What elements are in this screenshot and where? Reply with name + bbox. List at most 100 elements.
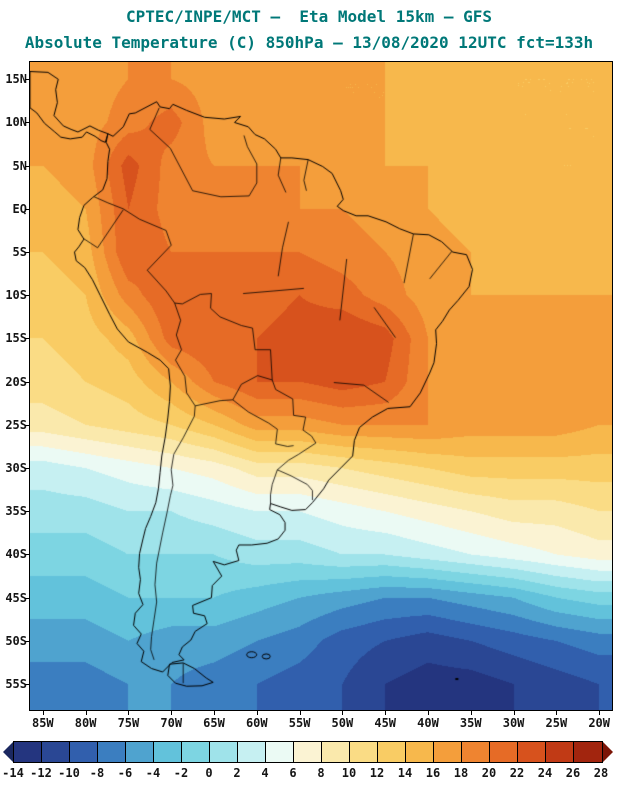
colorbar-cell [98,742,126,762]
colorbar-cell [70,742,98,762]
lat-axis-label: 20S [5,374,27,389]
colorbar-tick-label: 4 [261,766,269,780]
colorbar-cell [238,742,266,762]
map-canvas [30,62,612,710]
map-plot-border [29,61,613,711]
lat-axis-label: 30S [5,461,27,476]
colorbar-cell [182,742,210,762]
colorbar-cell [14,742,42,762]
lon-axis-label: 50W [331,716,354,730]
colorbar-tick-label: -8 [89,766,105,780]
lon-axis-label: 65W [203,716,225,730]
colorbar-tick-label: 12 [369,766,385,780]
colorbar-cell [518,742,546,762]
lat-tick [25,468,29,470]
lat-tick [25,684,29,686]
lat-axis-label: 45S [5,590,27,605]
colorbar-cell [294,742,322,762]
lat-axis-label: 5N [12,158,27,173]
lat-tick [25,381,29,383]
colorbar-tick-label: -12 [30,766,52,780]
lon-axis-label: 20W [588,716,610,730]
colorbar-cell [126,742,154,762]
colorbar-cell [42,742,70,762]
colorbar-cell [546,742,574,762]
lat-axis-label: 15S [5,331,27,346]
colorbar-tick-label: 22 [509,766,525,780]
lon-axis-label: 30W [502,716,525,730]
lon-tick [427,711,429,715]
colorbar-tick-label: 18 [453,766,469,780]
colorbar-tick-label: 28 [593,766,609,780]
colorbar-tick-label: 6 [289,766,297,780]
lon-axis-label: 35W [459,716,482,730]
colorbar-cell [210,742,238,762]
colorbar-tick-label: 20 [481,766,497,780]
colorbar-under-arrow [3,742,13,762]
colorbar-cell [490,742,518,762]
temperature-colorbar [3,741,613,763]
colorbar-tick-label: 2 [233,766,241,780]
colorbar-tick-label: 0 [205,766,213,780]
colorbar-cell [154,742,182,762]
colorbar-tick-label: -4 [145,766,161,780]
lat-tick [25,640,29,642]
page-subtitle: Absolute Temperature (C) 850hPa — 13/08/… [24,33,594,52]
lat-tick [25,208,29,210]
lon-tick [171,711,173,715]
lon-tick [556,711,558,715]
colorbar-tick-label: 10 [341,766,357,780]
colorbar-cell [350,742,378,762]
colorbar-cells [13,741,603,763]
colorbar-cell [378,742,406,762]
lat-tick [25,122,29,124]
lon-axis-label: 75W [117,716,140,730]
colorbar-tick-label: 14 [397,766,413,780]
lon-axis-label: 55W [288,716,311,730]
lat-axis-label: 5S [12,245,27,260]
colorbar-cell [574,742,602,762]
lon-axis-label: 80W [74,716,97,730]
lat-axis-label: 55S [5,677,27,692]
lon-tick [128,711,130,715]
lon-axis-label: 45W [374,716,397,730]
colorbar-cell [322,742,350,762]
lat-axis-label: 35S [5,504,27,519]
lat-axis-label: 25S [5,417,27,432]
colorbar-cell [406,742,434,762]
colorbar-tick-label: -14 [2,766,24,780]
lon-axis-label: 60W [245,716,268,730]
lon-tick [256,711,258,715]
lon-tick [599,711,601,715]
lat-tick [25,338,29,340]
colorbar-cell [462,742,490,762]
lon-axis-label: 70W [160,716,183,730]
colorbar-cell [266,742,294,762]
lat-tick [25,511,29,513]
colorbar-tick-label: -10 [58,766,80,780]
lon-tick [85,711,87,715]
colorbar-over-arrow [603,742,613,762]
lon-tick [342,711,344,715]
lat-tick [25,79,29,81]
lon-axis-label: 25W [545,716,568,730]
lat-tick [25,424,29,426]
lat-tick [25,165,29,167]
lat-axis-label: 50S [5,633,27,648]
colorbar-cell [434,742,462,762]
colorbar-tick-label: -2 [173,766,189,780]
lat-tick [25,597,29,599]
lat-axis-label: EQ [12,201,27,216]
lat-axis-label: 15N [5,72,27,87]
lat-axis-label: 10N [5,115,27,130]
lon-tick [385,711,387,715]
lon-tick [42,711,44,715]
lat-axis-label: 40S [5,547,27,562]
lon-tick [470,711,472,715]
lon-axis-label: 40W [417,716,439,730]
lon-tick [214,711,215,715]
colorbar-tick-label: 8 [317,766,325,780]
lat-tick [25,252,29,254]
lat-axis-label: 10S [5,288,27,303]
